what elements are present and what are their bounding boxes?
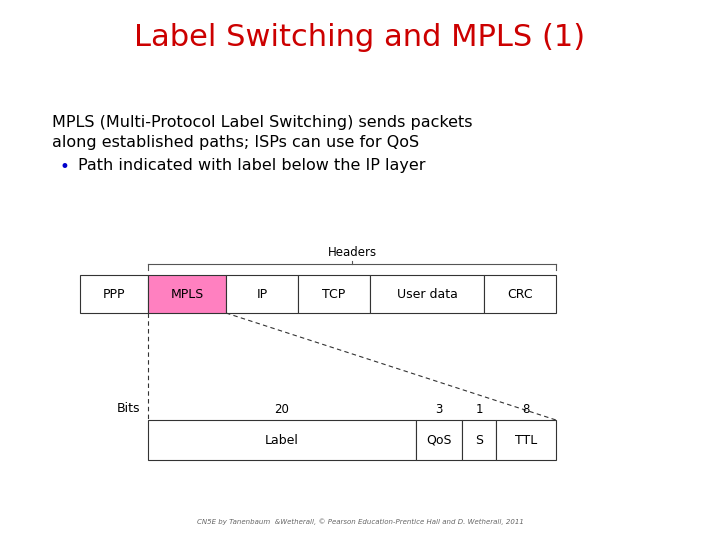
Text: TCP: TCP: [323, 287, 346, 300]
Text: Path indicated with label below the IP layer: Path indicated with label below the IP l…: [78, 158, 426, 173]
Text: MPLS: MPLS: [171, 287, 204, 300]
Text: TTL: TTL: [515, 434, 537, 447]
Text: IP: IP: [256, 287, 268, 300]
Text: Label: Label: [265, 434, 299, 447]
Text: Headers: Headers: [328, 246, 377, 259]
Bar: [298, 275, 370, 313]
Text: MPLS (Multi-Protocol Label Switching) sends packets: MPLS (Multi-Protocol Label Switching) se…: [52, 115, 472, 130]
Text: CN5E by Tanenbaum  &Wetherall, © Pearson Education-Prentice Hall and D. Wetheral: CN5E by Tanenbaum &Wetherall, © Pearson …: [197, 518, 523, 525]
Bar: [226, 275, 298, 313]
Text: 20: 20: [274, 403, 289, 416]
Bar: [370, 275, 484, 313]
Text: along established paths; ISPs can use for Qo​S: along established paths; ISPs can use fo…: [52, 135, 419, 150]
Bar: [484, 275, 556, 313]
Text: 8: 8: [522, 403, 530, 416]
Text: Bits: Bits: [117, 402, 140, 415]
Bar: [148, 275, 226, 313]
Bar: [148, 420, 416, 460]
Text: •: •: [60, 158, 70, 176]
Bar: [462, 420, 496, 460]
Bar: [416, 420, 462, 460]
Text: Label Switching and MPLS (1): Label Switching and MPLS (1): [135, 24, 585, 52]
Text: 1: 1: [475, 403, 482, 416]
Text: PPP: PPP: [103, 287, 125, 300]
Text: CRC: CRC: [507, 287, 533, 300]
Bar: [80, 275, 148, 313]
Text: S: S: [475, 434, 483, 447]
Text: 3: 3: [436, 403, 443, 416]
Text: QoS: QoS: [426, 434, 451, 447]
Bar: [496, 420, 556, 460]
Text: User data: User data: [397, 287, 457, 300]
